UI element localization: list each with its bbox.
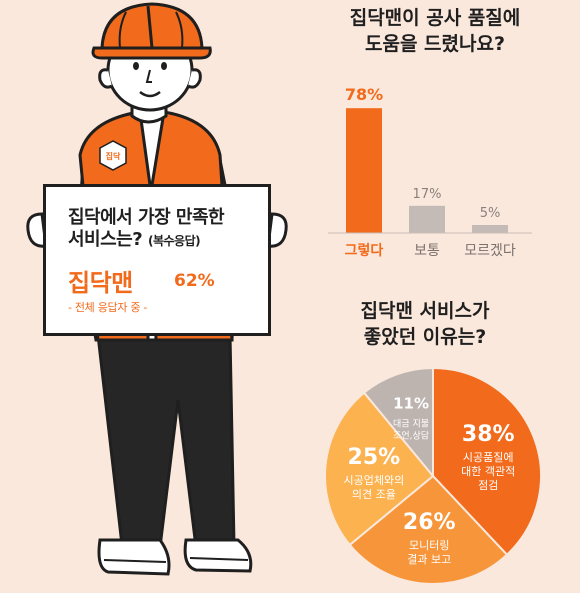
sign-brand: 집닥맨 <box>68 269 133 297</box>
vest-logo-icon <box>99 140 127 171</box>
pie-slice-label: 점검 <box>478 479 498 492</box>
survey-sign: 집닥에서 가장 만족한 서비스는? (복수응답) 집닥맨 62% - 전체 응답… <box>43 184 271 336</box>
pie-slice-label: 모니터링 <box>409 539 449 552</box>
pie-slice-label: 시공업체와의 <box>343 474 404 487</box>
pie-value-label: 11% <box>393 394 429 412</box>
left-shoe-icon <box>97 538 171 576</box>
pie-slice-label: 조언,상담 <box>393 429 429 441</box>
bar-chart-title-line: 집닥맨이 공사 품질에 <box>350 7 521 29</box>
pie-value-label: 25% <box>348 445 401 470</box>
pie-slice-label: 결과 보고 <box>407 553 451 566</box>
bar <box>472 225 508 233</box>
sign-title-question: 서비스는? <box>68 229 143 250</box>
sign-title-line2: 서비스는? (복수응답) <box>68 229 268 252</box>
sign-title-line1: 집닥에서 가장 만족한 <box>68 207 225 228</box>
bar-chart-title-line: 도움을 드렸나요? <box>365 33 505 55</box>
pie-slice <box>432 366 542 557</box>
bar-value-label: 17% <box>413 187 442 202</box>
bar-value-label: 78% <box>345 85 383 104</box>
worker-pants <box>96 333 236 549</box>
pie-slice <box>324 391 435 547</box>
pie-chart-title-line: 좋았던 이유는? <box>364 326 487 348</box>
pie-slice-label: 시공품질에 <box>463 451 514 464</box>
bar-category-label: 보통 <box>414 243 440 259</box>
bar <box>346 108 382 233</box>
sign-percent: 62% <box>174 271 215 291</box>
vest-logo-text: 집닥 <box>106 151 121 161</box>
bar-category-label: 그렇다 <box>345 243 384 259</box>
pie-chart-title-line: 집닥맨 서비스가 <box>361 300 490 322</box>
right-shoe-icon <box>183 538 253 573</box>
bar-value-label: 5% <box>480 206 501 221</box>
pie-slice <box>348 474 509 585</box>
pie-slice-label: 대금 지불 <box>393 418 429 429</box>
pie-value-label: 26% <box>403 510 456 535</box>
bar-category-label: 모르겠다 <box>464 243 516 259</box>
pie-slice <box>362 366 434 479</box>
left-hand <box>26 212 48 248</box>
pie-slice-label: 대한 객관적 <box>461 465 515 478</box>
sign-multi-answer: (복수응답) <box>147 234 201 248</box>
bar <box>409 205 445 233</box>
sign-note: - 전체 응답자 중 - <box>68 301 148 314</box>
pie-value-label: 38% <box>462 422 515 447</box>
sign-title: 집닥에서 가장 만족한 서비스는? (복수응답) <box>68 207 268 252</box>
pie-slice-label: 의견 조율 <box>352 488 396 501</box>
right-hand <box>266 212 288 248</box>
